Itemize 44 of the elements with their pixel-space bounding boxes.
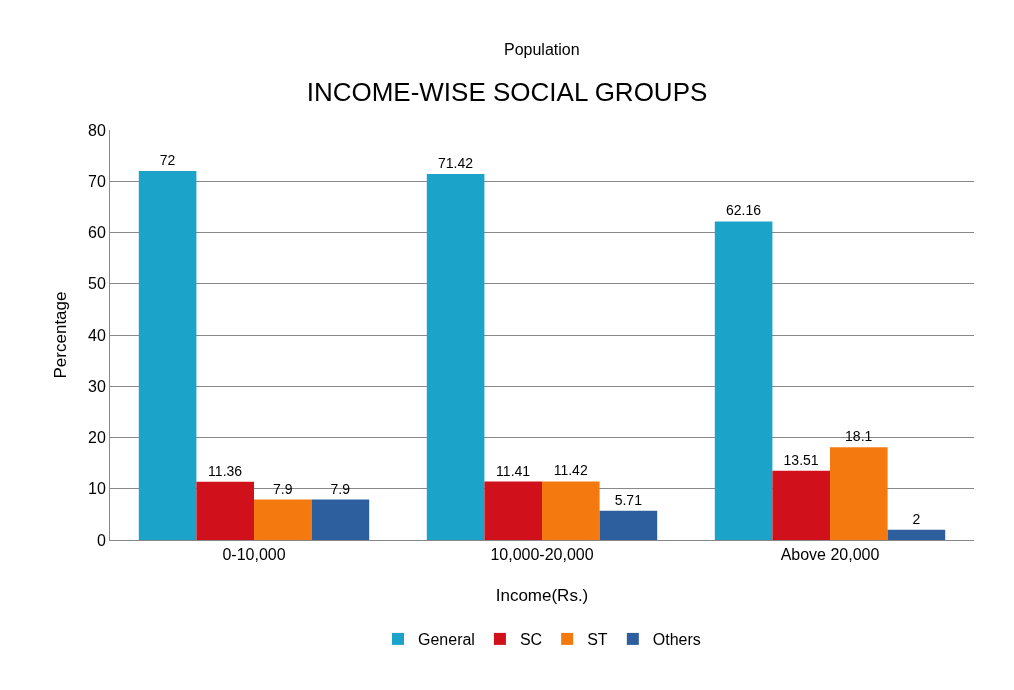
y-tick-label: 60 (88, 224, 106, 242)
x-tick-label: Above 20,000 (780, 546, 880, 564)
y-tick-label: 10 (88, 480, 106, 498)
data-label: 11.42 (553, 462, 588, 479)
bar (542, 481, 600, 540)
x-tick-label: 0-10,000 (222, 546, 286, 564)
legend-label: SC (519, 631, 543, 649)
bar (599, 510, 658, 540)
bar (138, 171, 197, 540)
chart-title: INCOME-WISE SOCIAL GROUPS (306, 77, 708, 107)
x-axis-title: Income(Rs.) (495, 586, 589, 605)
x-tick-label: 10,000-20,000 (490, 546, 594, 564)
y-tick-label: 70 (88, 172, 106, 190)
y-tick-label: 50 (88, 275, 106, 293)
data-label: 2 (912, 510, 921, 527)
bar (830, 447, 888, 540)
bar (254, 499, 312, 540)
legend-label: Others (652, 631, 701, 649)
data-label: 71.42 (437, 154, 474, 171)
y-tick-label: 20 (88, 429, 106, 447)
bar (426, 173, 485, 540)
data-label: 72 (159, 152, 176, 168)
bar (714, 221, 773, 540)
y-tick-label: 0 (96, 531, 106, 549)
data-label: 18.1 (845, 428, 873, 445)
data-label: 5.71 (614, 491, 643, 508)
legend-label: General (418, 631, 475, 649)
data-label: 11.36 (208, 462, 243, 479)
data-label: 7.9 (272, 480, 293, 497)
y-tick-label: 80 (88, 121, 106, 139)
bar (196, 481, 254, 540)
data-label: 11.41 (496, 462, 531, 479)
chart-subtitle: Population (504, 41, 580, 58)
bar (311, 499, 370, 540)
y-axis-title: Percentage (51, 291, 70, 379)
data-label: 13.51 (783, 451, 819, 468)
legend-label: ST (587, 631, 608, 649)
bar (484, 481, 542, 540)
y-tick-label: 40 (88, 326, 106, 344)
data-label: 7.9 (330, 480, 351, 497)
y-tick-label: 30 (88, 377, 106, 395)
data-label: 62.16 (725, 202, 762, 219)
bar (772, 470, 830, 540)
bar (887, 529, 946, 540)
